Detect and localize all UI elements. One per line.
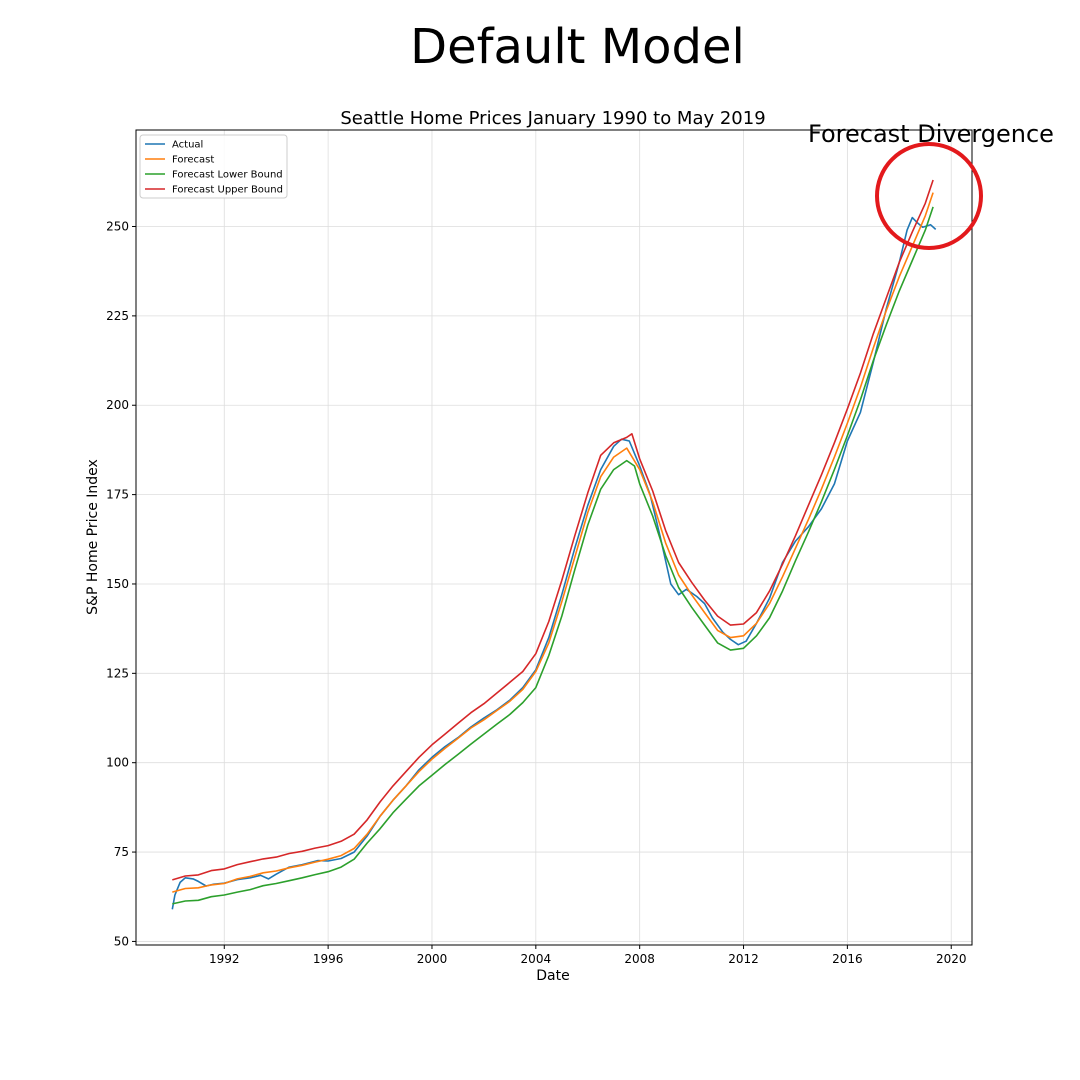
x-tick-label: 2020 — [936, 952, 967, 966]
y-tick-label: 200 — [106, 398, 129, 412]
y-tick-label: 125 — [106, 666, 129, 680]
legend-label: Forecast Upper Bound — [172, 185, 283, 196]
y-tick-label: 250 — [106, 220, 129, 234]
series-line-forecast-upper-bound — [172, 179, 934, 881]
legend-label: Actual — [172, 140, 203, 151]
chart-title: Seattle Home Prices January 1990 to May … — [340, 108, 765, 129]
divergence-circle — [875, 142, 983, 250]
y-axis-label: S&P Home Price Index — [85, 459, 101, 615]
y-tick-label: 100 — [106, 756, 129, 770]
series-line-actual — [171, 216, 937, 910]
series-lines — [171, 179, 937, 910]
grid-lines — [136, 130, 972, 945]
y-tick-label: 50 — [114, 934, 129, 948]
series-line-forecast — [172, 192, 934, 893]
y-tick-label: 75 — [114, 845, 129, 859]
figure-suptitle: Default Model — [410, 19, 745, 75]
y-tick-label: 225 — [106, 309, 129, 323]
x-tick-label: 2016 — [832, 952, 863, 966]
series-line-forecast-lower-bound — [172, 206, 934, 905]
x-tick-label: 2008 — [624, 952, 655, 966]
legend-label: Forecast — [172, 155, 214, 166]
legend-frame — [139, 134, 288, 199]
y-axis-ticks: 50 75 100 125 150 175 200 225 250 — [106, 220, 136, 948]
plot-frame — [135, 129, 973, 946]
x-axis-ticks: 1992 1996 2000 2004 2008 2012 2016 2020 — [209, 945, 967, 966]
x-tick-label: 2004 — [521, 952, 552, 966]
x-tick-label: 2012 — [728, 952, 759, 966]
x-tick-label: 1992 — [209, 952, 240, 966]
y-tick-label: 150 — [106, 577, 129, 591]
y-tick-label: 175 — [106, 488, 129, 502]
x-tick-label: 1996 — [313, 952, 344, 966]
legend-label: Forecast Lower Bound — [172, 170, 283, 181]
forecast-divergence-annotation: Forecast Divergence — [808, 120, 1054, 148]
x-axis-label: Date — [536, 968, 569, 984]
x-tick-label: 2000 — [417, 952, 448, 966]
chart-legend: Actual Forecast Forecast Lower Bound Foreca… — [139, 134, 288, 199]
